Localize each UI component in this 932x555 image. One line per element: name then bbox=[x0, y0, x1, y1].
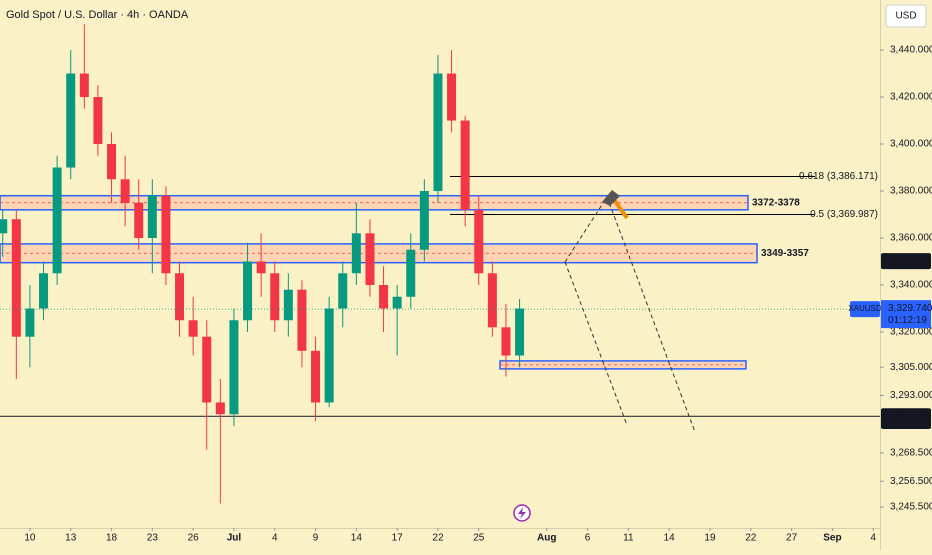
candle-body bbox=[460, 120, 470, 210]
candle-body bbox=[175, 273, 185, 321]
x-tick-label: 13 bbox=[65, 533, 77, 544]
candle-body bbox=[365, 233, 375, 286]
candle-body bbox=[93, 97, 103, 145]
x-tick-label: 19 bbox=[704, 533, 716, 544]
y-tick-label: 3,293.000 bbox=[890, 390, 932, 401]
y-tick-label: 3,440.000 bbox=[890, 45, 932, 56]
candle-body bbox=[501, 327, 511, 356]
y-tick-label: 3,340.000 bbox=[890, 280, 932, 291]
chart-title: Gold Spot / U.S. Dollar · 4h · OANDA bbox=[6, 9, 189, 21]
x-tick-label: Sep bbox=[823, 533, 841, 544]
candle-body bbox=[474, 209, 484, 274]
y-tick-label: 3,400.000 bbox=[890, 139, 932, 150]
y-tick-label: 3,256.500 bbox=[890, 476, 932, 487]
candle-body bbox=[215, 402, 225, 415]
event-bolt bbox=[518, 507, 526, 519]
currency-box[interactable] bbox=[885, 4, 927, 28]
x-tick-label: 14 bbox=[664, 533, 676, 544]
candle-body bbox=[202, 336, 212, 403]
candle-body bbox=[379, 285, 389, 309]
countdown: 01:12:19 bbox=[888, 315, 927, 326]
candle-body bbox=[11, 219, 21, 337]
x-tick-label: 17 bbox=[392, 533, 404, 544]
candle-body bbox=[229, 320, 239, 415]
x-tick-label: Aug bbox=[537, 533, 556, 544]
symbol-label: XAUUSD bbox=[848, 304, 882, 313]
fib-label: 0.618 (3,386.171) bbox=[799, 171, 878, 182]
zone-label: 3372-3378 bbox=[752, 197, 800, 208]
y-tick-label: 3,380.000 bbox=[890, 186, 932, 197]
x-tick-label: 25 bbox=[473, 533, 485, 544]
x-tick-label: 14 bbox=[351, 533, 363, 544]
price-tag bbox=[881, 412, 931, 429]
x-tick-label: 23 bbox=[147, 533, 159, 544]
x-tick-label: 22 bbox=[745, 533, 757, 544]
candle-body bbox=[52, 167, 62, 274]
candle-body bbox=[134, 202, 144, 239]
candle-body bbox=[433, 73, 443, 192]
x-tick-label: Jul bbox=[227, 533, 242, 544]
candle-body bbox=[311, 350, 321, 403]
y-tick-label: 3,245.500 bbox=[890, 502, 932, 513]
x-tick-label: 4 bbox=[870, 533, 876, 544]
candle-body bbox=[351, 233, 361, 274]
candle-body bbox=[447, 73, 457, 121]
x-tick-label: 18 bbox=[106, 533, 118, 544]
last-price-label: 3,329.740 bbox=[888, 303, 932, 314]
candle-body bbox=[107, 144, 117, 180]
candle-body bbox=[161, 195, 171, 274]
candle-body bbox=[515, 308, 525, 356]
x-tick-label: 4 bbox=[272, 533, 278, 544]
candle-body bbox=[270, 273, 280, 321]
candle-body bbox=[297, 289, 307, 351]
candle-body bbox=[338, 273, 348, 309]
hammer-head bbox=[602, 190, 620, 206]
candle-body bbox=[243, 261, 253, 321]
candle-body bbox=[392, 296, 402, 309]
y-tick-label: 3,360.000 bbox=[890, 233, 932, 244]
y-tick-label: 3,320.000 bbox=[890, 327, 932, 338]
hammer-icon bbox=[602, 190, 629, 220]
projection-path bbox=[564, 261, 628, 426]
candle-body bbox=[120, 179, 130, 203]
y-tick-label: 3,305.000 bbox=[890, 362, 932, 373]
zone-label: 3349-3357 bbox=[761, 248, 809, 259]
symbol-tag bbox=[850, 301, 880, 318]
candle-body bbox=[188, 320, 198, 337]
x-tick-label: 27 bbox=[786, 533, 798, 544]
price-tag-label: 3,350.163 bbox=[887, 256, 932, 267]
x-tick-label: 26 bbox=[188, 533, 200, 544]
candle-body bbox=[66, 73, 76, 168]
candle-body bbox=[406, 249, 416, 297]
candle-body bbox=[256, 261, 266, 274]
y-tick-label: 3,420.000 bbox=[890, 92, 932, 103]
price-tag bbox=[881, 253, 931, 270]
candle-body bbox=[487, 273, 497, 328]
x-tick-label: 9 bbox=[313, 533, 319, 544]
candle-body bbox=[39, 273, 49, 309]
plot bbox=[0, 24, 880, 504]
candle-body bbox=[0, 219, 8, 234]
last-price-tag bbox=[881, 300, 931, 329]
currency: USD bbox=[895, 11, 916, 22]
candle-body bbox=[324, 308, 334, 403]
candle-body bbox=[283, 289, 293, 321]
candle-body bbox=[419, 191, 429, 250]
price-tag-label: 3,282.131 bbox=[887, 416, 932, 427]
candle-body bbox=[25, 308, 35, 337]
x-tick-label: 10 bbox=[24, 533, 36, 544]
candle-body bbox=[79, 73, 89, 98]
y-tick-label: 3,268.500 bbox=[890, 448, 932, 459]
fib-label: 0.5 (3,369.987) bbox=[810, 209, 878, 220]
x-tick-label: 11 bbox=[623, 533, 634, 544]
x-tick-label: 6 bbox=[585, 533, 591, 544]
x-tick-label: 22 bbox=[432, 533, 444, 544]
candle-body bbox=[147, 195, 157, 239]
